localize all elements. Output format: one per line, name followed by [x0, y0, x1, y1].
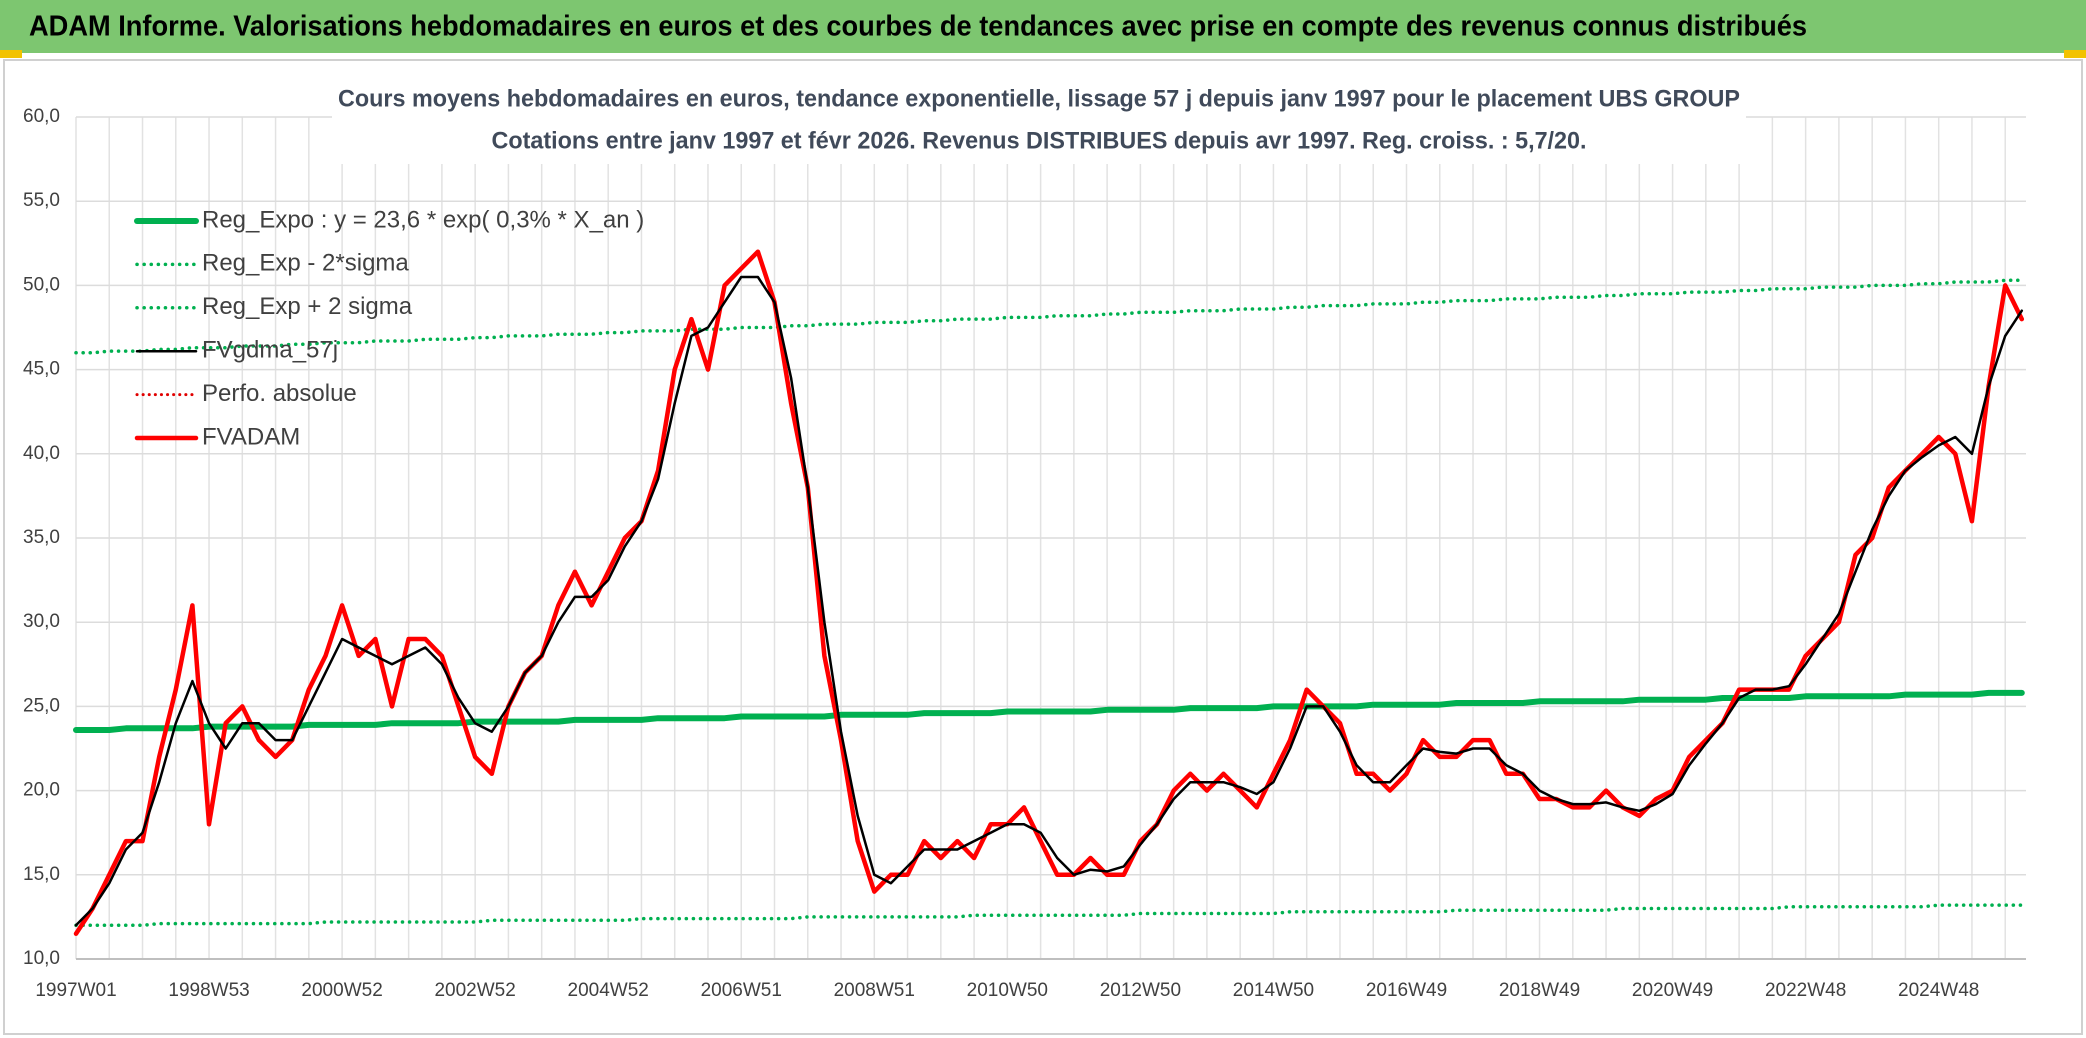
y-tick-label: 20,0	[23, 780, 60, 801]
x-tick-label: 2016W49	[1366, 980, 1447, 1001]
x-tick-label: 2002W52	[434, 980, 515, 1001]
y-tick-label: 15,0	[23, 864, 60, 885]
x-tick-label: 2018W49	[1499, 980, 1580, 1001]
x-tick-label: 2004W52	[568, 980, 649, 1001]
series-line	[73, 249, 2025, 936]
legend-label: Perfo. absolue	[202, 380, 357, 407]
legend-label: Reg_Exp - 2*sigma	[202, 250, 409, 277]
x-tick-label: 2008W51	[834, 980, 915, 1001]
x-tick-label: 1997W01	[35, 980, 116, 1001]
x-tick-label: 2024W48	[1898, 980, 1979, 1001]
series-line	[74, 275, 2024, 927]
series-line	[74, 278, 2024, 355]
header-band	[0, 0, 2086, 53]
y-tick-label: 40,0	[23, 443, 60, 464]
x-tick-label: 2006W51	[701, 980, 782, 1001]
y-tick-label: 25,0	[23, 695, 60, 716]
title-bg	[332, 82, 1746, 164]
x-tick-label: 2014W50	[1233, 980, 1314, 1001]
legend-label: Reg_Exp + 2 sigma	[202, 293, 413, 320]
header-title: ADAM Informe. Valorisations hebdomadaire…	[29, 11, 1807, 43]
series-line	[73, 689, 2025, 733]
y-tick-label: 35,0	[23, 527, 60, 548]
legend-label: FVADAM	[202, 423, 300, 450]
legend-label: Reg_Expo : y = 23,6 * exp( 0,3% * X_an )	[202, 206, 644, 233]
x-tick-label: 2010W50	[967, 980, 1048, 1001]
x-tick-label: 1998W53	[168, 980, 249, 1001]
frame	[3, 59, 2083, 1035]
y-tick-label: 30,0	[23, 611, 60, 632]
x-tick-label: 2012W50	[1100, 980, 1181, 1001]
x-tick-label: 2000W52	[301, 980, 382, 1001]
corner	[2064, 50, 2086, 58]
y-tick-label: 50,0	[23, 274, 60, 295]
y-tick-label: 10,0	[23, 948, 60, 969]
corner	[0, 50, 22, 58]
legend: Reg_Expo : y = 23,6 * exp( 0,3% * X_an )…	[134, 206, 644, 450]
y-tick-label: 55,0	[23, 190, 60, 211]
legend-label: FVgdma_57j	[202, 337, 338, 364]
plot: 10,0 15,0 20,0 25,0 30,0 35,0 40,0 45,0 50,0 55,0…	[23, 106, 2026, 1001]
y-tick-label: 60,0	[23, 106, 60, 127]
chart-subtitle: Cotations entre janv 1997 et févr 2026. …	[492, 127, 1587, 154]
x-tick-label: 2022W48	[1765, 980, 1846, 1001]
x-tick-label: 2020W49	[1632, 980, 1713, 1001]
chart-title: Cours moyens hebdomadaires en euros, ten…	[338, 85, 1740, 112]
series-line	[74, 903, 2024, 928]
y-tick-label: 45,0	[23, 359, 60, 380]
